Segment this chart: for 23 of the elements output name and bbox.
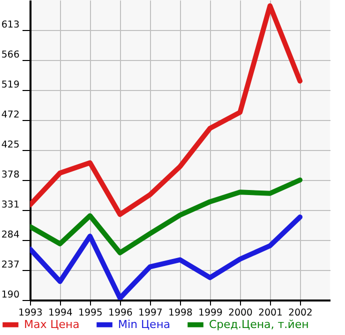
x-tick-label: 2001 [258,308,283,318]
y-tick-label: 472 [1,110,20,120]
y-tick-label: 566 [1,50,20,60]
x-tick-label: 2000 [228,308,253,318]
y-tick-label: 331 [1,200,20,210]
x-tick-label: 1999 [198,308,223,318]
x-tick-label: 1997 [138,308,163,318]
x-tick-label: 1993 [18,308,43,318]
y-tick-label: 237 [1,260,20,270]
y-tick-label: 284 [1,230,20,240]
x-tick-label: 1996 [108,308,133,318]
y-tick-label: 378 [1,170,20,180]
x-tick-label: 1994 [48,308,73,318]
x-tick-label: 1995 [78,308,103,318]
y-tick-label: 425 [1,140,20,150]
legend-label: Сред.Цена, т.йен [209,318,309,331]
x-tick-label: 2002 [288,308,313,318]
x-tick-label: 1998 [168,308,193,318]
y-tick-label: 190 [1,290,20,300]
y-tick-label: 613 [1,20,20,30]
legend-label: Min Цена [118,318,170,331]
legend-label: Max Цена [24,318,80,331]
y-tick-label: 519 [1,80,20,90]
